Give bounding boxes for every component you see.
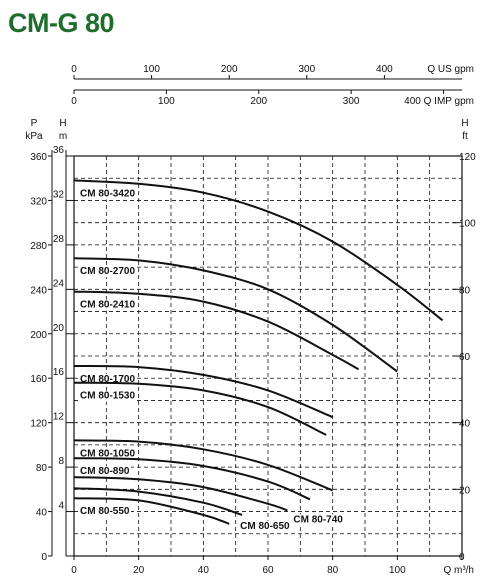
pump-curves: CM 80-3420 CM 80-2700 CM 80-2410 CM 80-1700… [73, 179, 444, 532]
tick-label-x-m3h: 100 [389, 565, 406, 576]
tick-label-x-m3h: 20 [133, 565, 145, 576]
curve-cm-80-3420 [73, 179, 444, 322]
tick-label-kpa: 360 [30, 152, 47, 163]
curve-cm-80-1050 [73, 439, 334, 492]
tick-label-us-gpm: 400 [376, 64, 393, 75]
tick-label-x-m3h: 60 [262, 565, 274, 576]
curve-label-background [79, 299, 137, 311]
curve-label-cm-80-740: CM 80-740 [293, 514, 343, 525]
curve-label-background [79, 266, 137, 278]
tick-label-x-m3h: 80 [327, 565, 339, 576]
curve-cm-80-650 [73, 487, 243, 516]
tick-label-kpa: 40 [36, 508, 48, 519]
tick-label-head-ft: 40 [459, 419, 471, 430]
curve-label-background [79, 374, 137, 385]
tick-label-head-m: 12 [53, 412, 65, 423]
tick-label-us-gpm: 300 [298, 64, 315, 75]
axis-unit-m: m [59, 131, 67, 142]
curve-label-cm-80-550: CM 80-550 [80, 506, 130, 517]
curve-label-background [79, 448, 137, 460]
page-title: CM-G 80 [8, 8, 115, 38]
tick-label-head-m: 4 [58, 501, 64, 512]
tick-label-kpa: 280 [30, 241, 47, 252]
curve-cm-80-2700 [73, 257, 398, 373]
axis-label-x-m3h: Q m³/h [443, 565, 474, 576]
curve-label-cm-80-1050: CM 80-1050 [80, 448, 135, 459]
tick-label-head-m: 20 [53, 323, 65, 334]
tick-label-head-m: 16 [53, 367, 65, 378]
axis-label-us-gpm: Q US gpm [427, 64, 474, 75]
curve-label-background [292, 514, 345, 526]
tick-label-kpa: 0 [41, 552, 47, 563]
curve-label-background [79, 466, 131, 478]
tick-label-imp-gpm: 0 [71, 96, 77, 107]
curve-label-background [79, 506, 131, 518]
tick-label-head-ft: 120 [459, 152, 476, 163]
tick-label-head-ft: 20 [459, 485, 471, 496]
tick-label-head-ft: 0 [459, 552, 465, 563]
tick-label-imp-gpm: 300 [343, 96, 360, 107]
tick-label-head-ft: 100 [459, 219, 476, 230]
tick-label-head-m: 8 [58, 456, 64, 467]
curve-label-cm-80-1530: CM 80-1530 [80, 391, 135, 402]
curve-label-cm-80-890: CM 80-890 [80, 466, 130, 477]
tick-label-head-m: 28 [53, 234, 65, 245]
tick-label-kpa: 320 [30, 196, 47, 207]
tick-label-kpa: 120 [30, 419, 47, 430]
curve-label-cm-80-2700: CM 80-2700 [80, 266, 135, 277]
tick-label-kpa: 240 [30, 285, 47, 296]
tick-label-head-ft: 60 [459, 352, 471, 363]
tick-label-us-gpm: 100 [143, 64, 160, 75]
tick-label-x-m3h: 0 [71, 565, 77, 576]
tick-label-us-gpm: 0 [71, 64, 77, 75]
tick-label-head-m: 32 [53, 189, 65, 200]
tick-label-kpa: 200 [30, 330, 47, 341]
axis-label-h-m: H [59, 118, 66, 129]
curve-label-background [79, 390, 137, 402]
curve-cm-80-1700 [73, 365, 334, 419]
tick-label-us-gpm: 200 [221, 64, 238, 75]
curve-label-cm-80-3420: CM 80-3420 [80, 188, 135, 199]
curve-label-cm-80-650: CM 80-650 [240, 521, 290, 532]
tick-label-head-ft: 80 [459, 285, 471, 296]
tick-label-head-m: 36 [53, 145, 65, 156]
axis-label-h-ft: H [461, 118, 468, 129]
tick-label-kpa: 80 [36, 463, 48, 474]
curve-cm-80-2410 [73, 290, 359, 371]
tick-label-imp-gpm: 200 [250, 96, 267, 107]
tick-label-head-m: 24 [53, 278, 65, 289]
curve-label-background [79, 188, 137, 200]
curve-cm-80-550 [73, 497, 230, 525]
curve-cm-80-740 [73, 476, 288, 512]
plot-grid [73, 155, 463, 557]
axis-unit-kpa: kPa [25, 131, 43, 142]
axis-unit-ft: ft [462, 131, 468, 142]
axis-label-imp-gpm: 400 Q IMP gpm [404, 96, 474, 107]
tick-label-x-m3h: 40 [198, 565, 210, 576]
curve-label-cm-80-2410: CM 80-2410 [80, 300, 135, 311]
axis-label-p: P [31, 118, 38, 129]
curve-cm-80-1530 [73, 381, 327, 436]
curve-label-background [239, 520, 292, 532]
curve-label-cm-80-1700: CM 80-1700 [80, 374, 135, 385]
tick-label-imp-gpm: 100 [158, 96, 175, 107]
tick-label-kpa: 160 [30, 374, 47, 385]
curve-cm-80-890 [73, 457, 311, 501]
